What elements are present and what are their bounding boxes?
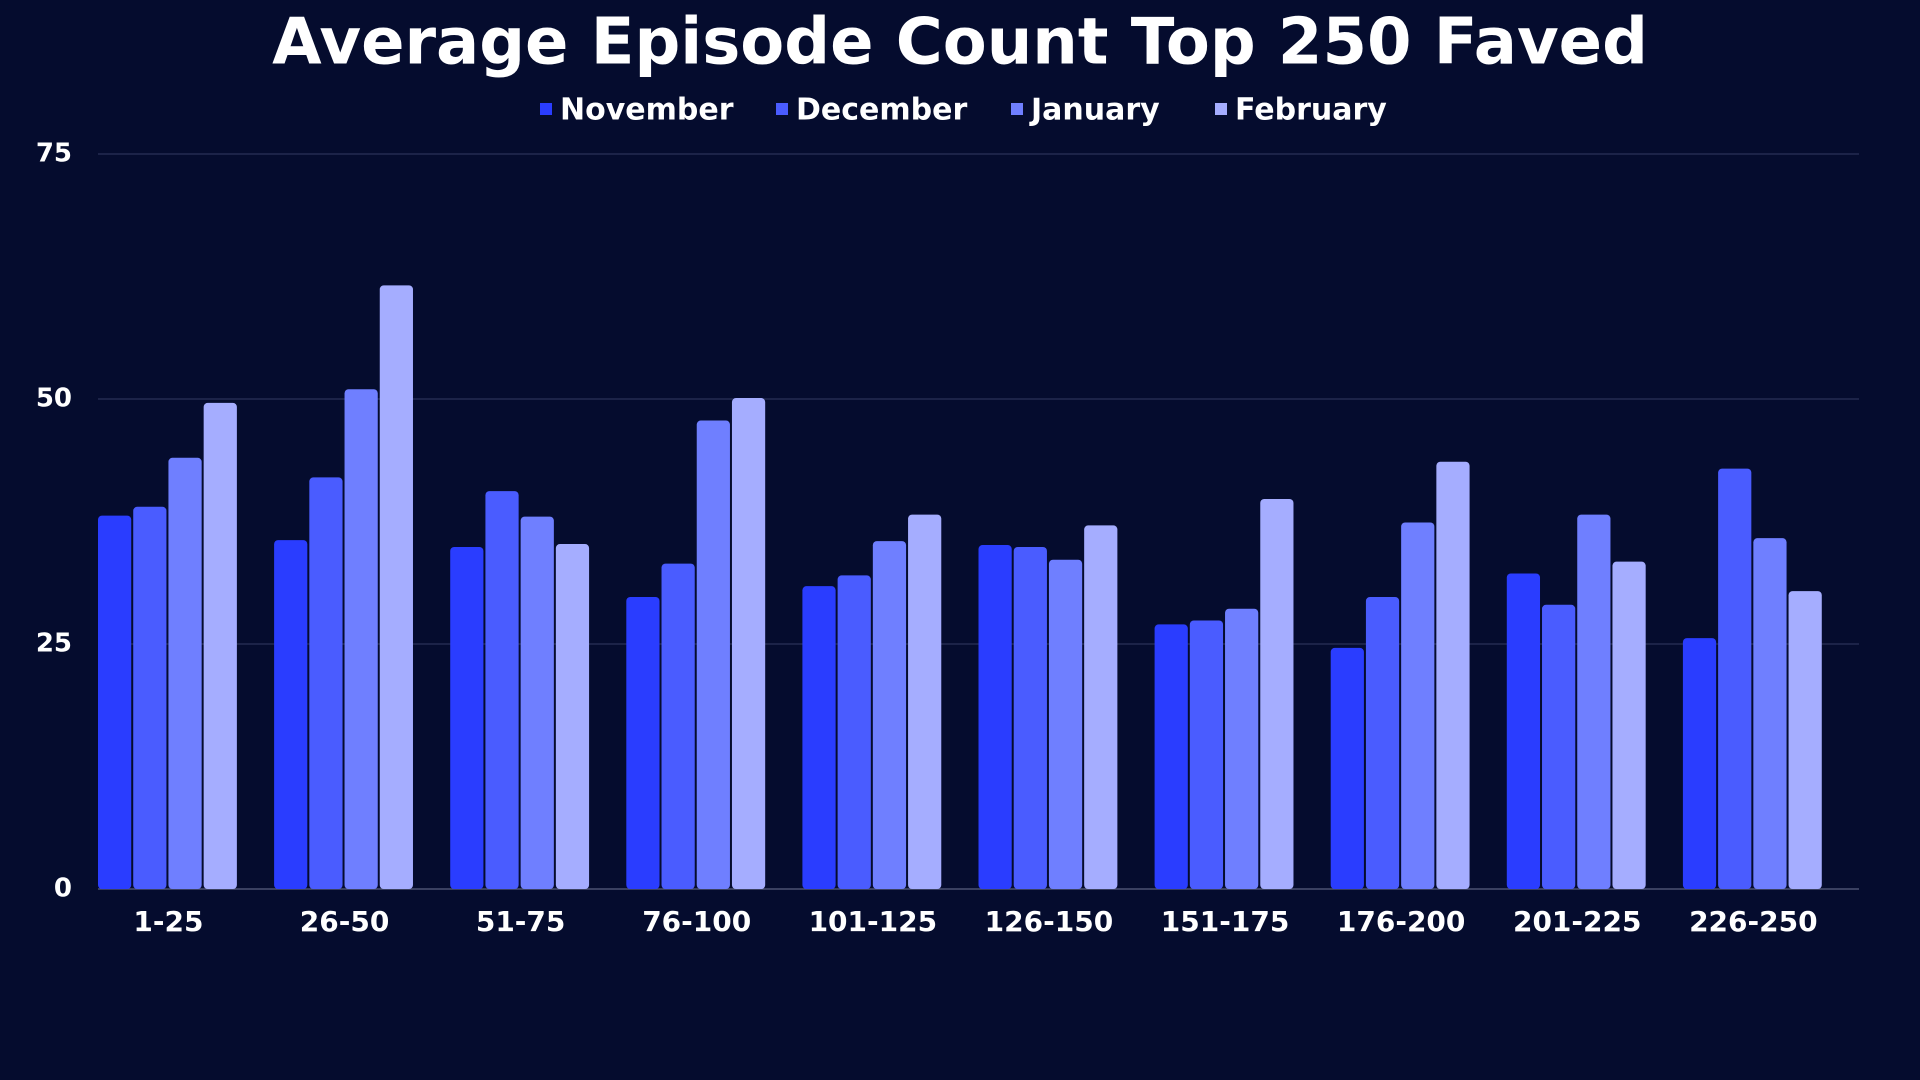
- bar: [1577, 514, 1611, 889]
- y-tick-label: 25: [36, 629, 72, 659]
- bar: [1612, 561, 1646, 889]
- bar: [555, 544, 590, 889]
- bar: [1365, 596, 1400, 889]
- bar: [1401, 522, 1435, 889]
- legend-label: November: [560, 93, 734, 128]
- x-tick-label: 76-100: [642, 905, 751, 938]
- y-tick-label: 75: [36, 139, 72, 169]
- bar: [450, 546, 484, 889]
- bar: [661, 563, 695, 889]
- bar: [1225, 608, 1259, 889]
- legend-label: February: [1235, 93, 1387, 128]
- bar: [1084, 525, 1118, 889]
- bar: [1753, 538, 1787, 889]
- bar: [203, 402, 237, 889]
- bar: [485, 491, 519, 889]
- legend-label: December: [796, 93, 967, 128]
- bar: [802, 586, 836, 889]
- x-tick-label: 226-250: [1689, 905, 1818, 938]
- bar: [133, 506, 167, 889]
- bar: [872, 541, 907, 889]
- bar: [344, 389, 378, 889]
- y-tick-label: 50: [36, 384, 72, 414]
- bar: [1154, 624, 1188, 889]
- bar: [1436, 461, 1470, 889]
- x-tick-label: 1-25: [133, 905, 203, 938]
- x-tick-label: 151-175: [1161, 905, 1290, 938]
- bar: [978, 545, 1012, 889]
- x-tick-label: 51-75: [476, 905, 566, 938]
- chart-title: Average Episode Count Top 250 Faved: [272, 6, 1648, 80]
- bar: [696, 420, 730, 889]
- bar: [1682, 638, 1717, 889]
- legend-swatch: [776, 103, 788, 115]
- bar: [908, 514, 942, 889]
- bar: [1788, 591, 1822, 889]
- x-tick-label: 26-50: [300, 905, 390, 938]
- bar: [1542, 604, 1576, 889]
- bar: [379, 285, 413, 889]
- legend-label: January: [1029, 93, 1160, 128]
- bar: [1048, 559, 1083, 889]
- bar: [520, 516, 554, 889]
- bar: [309, 477, 343, 889]
- legend-swatch: [540, 103, 552, 115]
- bar: [168, 457, 202, 889]
- x-tick-label: 176-200: [1337, 905, 1466, 938]
- bar: [1260, 498, 1294, 889]
- x-tick-label: 126-150: [985, 905, 1114, 938]
- legend-swatch: [1215, 103, 1227, 115]
- bar: [837, 575, 871, 889]
- x-tick-label: 101-125: [809, 905, 938, 938]
- bar: [98, 515, 132, 889]
- x-tick-label: 201-225: [1513, 905, 1642, 938]
- bar: [1718, 468, 1752, 889]
- bar: [731, 398, 766, 889]
- bar: [1330, 647, 1364, 889]
- bar: [626, 596, 660, 889]
- bar: [1506, 573, 1541, 889]
- bar: [274, 540, 308, 889]
- y-tick-label: 0: [54, 874, 72, 904]
- legend-swatch: [1011, 103, 1023, 115]
- bar: [1189, 620, 1224, 889]
- bar: [1013, 546, 1047, 889]
